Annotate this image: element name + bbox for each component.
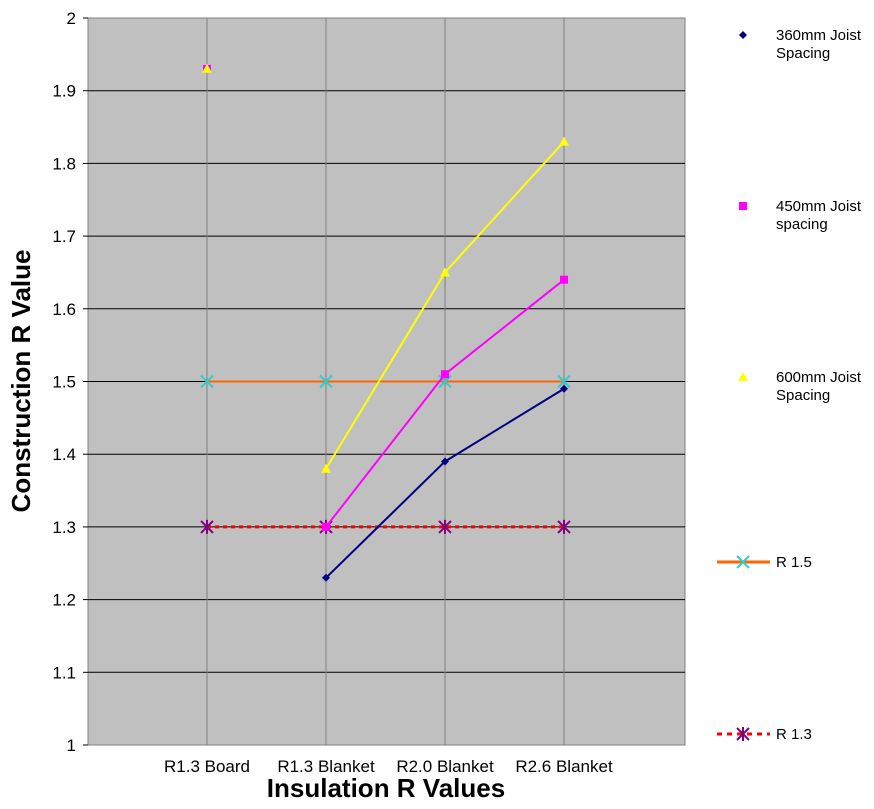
legend-label: spacing bbox=[776, 216, 828, 233]
y-tick-label: 1.6 bbox=[52, 300, 76, 319]
data-point bbox=[319, 374, 333, 389]
data-point bbox=[440, 267, 450, 277]
y-tick-label: 1.2 bbox=[52, 591, 76, 610]
y-tick-label: 1.9 bbox=[52, 82, 76, 101]
legend-label: 600mm Joist bbox=[776, 369, 862, 386]
y-tick-label: 1.3 bbox=[52, 518, 76, 537]
y-axis-ticks: 1 1.1 1.2 1.3 1.4 1.5 1.6 1.7 1.8 1.9 2 bbox=[52, 9, 88, 755]
y-tick-label: 1.1 bbox=[52, 663, 76, 682]
x-tick-label: R1.3 Blanket bbox=[277, 757, 375, 776]
legend-marker bbox=[739, 31, 747, 39]
y-axis-title: Construction R Value bbox=[6, 250, 36, 513]
legend-label: R 1.3 bbox=[776, 726, 812, 743]
x-tick-label: R2.6 Blanket bbox=[515, 757, 613, 776]
x-axis-title: Insulation R Values bbox=[267, 773, 505, 803]
y-tick-label: 1 bbox=[67, 736, 76, 755]
series-0 bbox=[322, 384, 568, 582]
data-point bbox=[441, 457, 449, 466]
legend-marker bbox=[736, 555, 750, 569]
legend-label: 360mm Joist bbox=[776, 27, 862, 44]
legend-marker bbox=[738, 372, 748, 381]
data-point bbox=[560, 275, 568, 284]
data-point bbox=[560, 384, 568, 393]
legend-marker bbox=[739, 202, 747, 210]
data-point bbox=[322, 522, 330, 531]
legend-label: 450mm Joist bbox=[776, 198, 862, 215]
y-tick-label: 1.8 bbox=[52, 154, 76, 173]
legend-label: Spacing bbox=[776, 45, 830, 62]
legend-item: R 1.5 bbox=[717, 554, 812, 571]
legend-label: R 1.5 bbox=[776, 554, 812, 571]
series-group bbox=[200, 63, 571, 582]
x-tick-label: R1.3 Board bbox=[164, 757, 250, 776]
y-tick-label: 2 bbox=[67, 9, 76, 28]
data-point bbox=[441, 370, 449, 379]
data-point bbox=[438, 519, 452, 534]
legend-label: Spacing bbox=[776, 387, 830, 404]
data-point bbox=[321, 463, 331, 473]
data-point bbox=[559, 136, 569, 146]
data-point bbox=[200, 374, 214, 389]
y-tick-label: 1.5 bbox=[52, 373, 76, 392]
legend-item: R 1.3 bbox=[717, 726, 812, 743]
data-point bbox=[202, 63, 212, 73]
y-tick-label: 1.4 bbox=[52, 445, 76, 464]
data-point bbox=[322, 573, 330, 582]
legend-marker bbox=[736, 727, 750, 741]
series-2 bbox=[202, 63, 569, 473]
data-point bbox=[200, 519, 214, 534]
data-point bbox=[557, 374, 571, 389]
y-tick-label: 1.7 bbox=[52, 227, 76, 246]
x-tick-label: R2.0 Blanket bbox=[396, 757, 494, 776]
x-axis-ticks: R1.3 Board R1.3 Blanket R2.0 Blanket R2.6 B… bbox=[164, 757, 613, 776]
data-point bbox=[557, 519, 571, 534]
